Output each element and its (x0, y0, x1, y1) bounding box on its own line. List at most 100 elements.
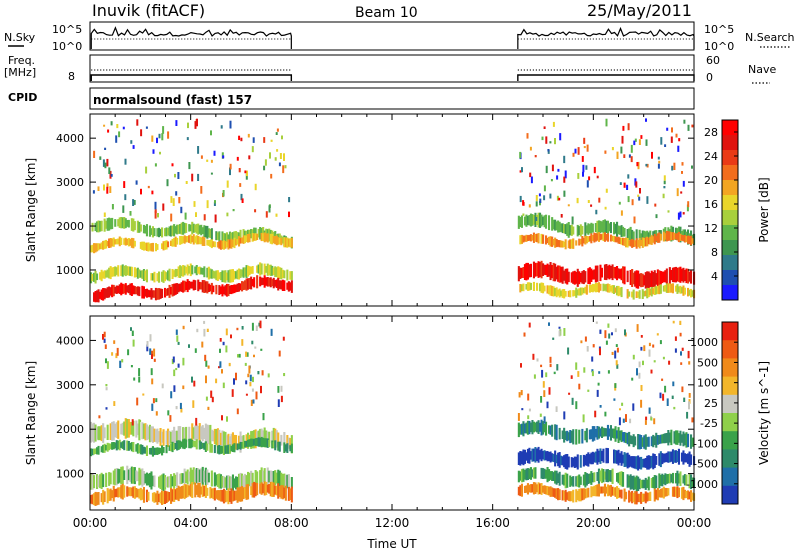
echo-cell (114, 219, 117, 227)
echo-cell (582, 474, 585, 486)
echo-cell (283, 373, 286, 377)
echo-cell (677, 433, 680, 443)
echo-cell (614, 350, 617, 359)
echo-cell (640, 233, 643, 242)
echo-cell (198, 482, 201, 498)
echo-cell (560, 266, 563, 283)
echo-cell (186, 279, 189, 293)
echo-cell (547, 149, 550, 154)
echo-cell (207, 406, 210, 410)
echo-cell (528, 234, 531, 241)
echo-cell (582, 454, 585, 467)
echo-cell (153, 228, 156, 237)
echo-cell (608, 485, 611, 496)
echo-cell (290, 443, 293, 453)
nsky-tick-bottom: 10^0 (52, 40, 82, 53)
echo-cell (681, 386, 684, 393)
echo-cell (253, 439, 256, 446)
echo-cell (643, 479, 646, 489)
echo-cell (614, 450, 617, 464)
echo-cell (534, 447, 537, 463)
echo-cell (135, 444, 138, 452)
echo-cell (148, 424, 151, 443)
echo-cell (165, 477, 168, 488)
echo-cell (158, 227, 161, 238)
echo-cell (545, 264, 548, 276)
echo-cell (191, 469, 194, 483)
echo-cell (646, 455, 649, 470)
echo-cell (186, 484, 189, 498)
echo-cell (681, 162, 684, 166)
echo-cell (228, 490, 231, 502)
echo-cell (185, 471, 188, 483)
echo-cell (529, 234, 532, 242)
echo-cell (623, 154, 626, 158)
echo-cell (581, 156, 584, 162)
echo-cell (97, 426, 100, 441)
echo-cell (205, 375, 207, 384)
echo-cell (170, 286, 173, 295)
echo-cell (263, 438, 266, 447)
echo-cell (150, 471, 153, 490)
echo-cell (132, 238, 135, 249)
echo-cell (117, 285, 120, 294)
echo-cell (278, 350, 281, 357)
echo-cell (221, 430, 224, 449)
echo-cell (265, 430, 268, 445)
echo-cell (225, 328, 228, 336)
echo-cell (658, 284, 661, 295)
echo-cell (281, 269, 284, 278)
echo-cell (576, 475, 579, 487)
echo-cell (158, 133, 161, 139)
echo-cell (238, 236, 241, 247)
echo-cell (100, 493, 103, 503)
echo-cell (115, 267, 118, 275)
echo-cell (96, 273, 99, 281)
echo-cell (272, 267, 275, 275)
echo-cell (599, 428, 602, 437)
echo-cell (570, 375, 573, 379)
echo-cell (270, 139, 273, 142)
echo-cell (563, 427, 566, 443)
echo-cell (177, 266, 180, 278)
echo-cell (233, 490, 236, 501)
echo-cell (269, 264, 272, 276)
echo-cell (151, 290, 154, 298)
echo-cell (259, 320, 262, 329)
echo-cell (616, 151, 619, 159)
echo-cell (216, 490, 219, 500)
echo-cell (611, 428, 614, 438)
echo-cell (233, 231, 236, 244)
echo-cell (622, 125, 625, 131)
echo-cell (183, 483, 186, 500)
echo-cell (596, 220, 599, 234)
echo-cell (139, 224, 142, 232)
echo-cell (604, 150, 607, 154)
echo-cell (517, 470, 520, 483)
echo-cell (652, 236, 655, 243)
echo-cell (670, 429, 673, 446)
echo-cell (102, 271, 105, 279)
echo-cell (540, 260, 543, 279)
echo-cell (173, 385, 176, 392)
echo-cell (637, 270, 640, 289)
echo-cell (623, 488, 626, 502)
echo-cell (590, 486, 593, 498)
echo-cell (549, 141, 552, 144)
echo-cell (227, 433, 230, 449)
freq-traces (90, 69, 695, 81)
echo-cell (281, 236, 284, 244)
echo-cell (687, 235, 690, 244)
echo-cell (554, 470, 557, 484)
echo-cell (554, 219, 557, 231)
echo-cell (576, 289, 579, 296)
echo-cell (578, 226, 581, 235)
echo-cell (595, 321, 598, 324)
echo-cell (664, 473, 667, 486)
echo-cell (150, 426, 153, 442)
echo-cell (640, 240, 643, 246)
echo-cell (631, 436, 634, 445)
echo-cell (674, 450, 677, 463)
echo-cell (683, 287, 686, 295)
echo-cell (280, 434, 283, 446)
